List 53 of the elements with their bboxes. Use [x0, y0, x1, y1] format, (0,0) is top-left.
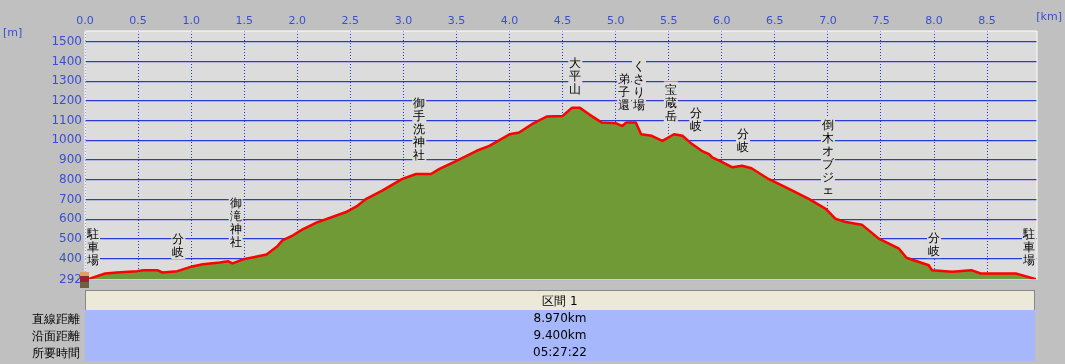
annotation: 分岐	[172, 232, 185, 260]
annotation: 宝蔵岳	[664, 82, 677, 123]
y-tick-label: 1500	[51, 33, 82, 48]
text: 8.970km	[85, 310, 1035, 327]
text: 沿面距離	[31, 328, 80, 345]
y-tick-label: 700	[59, 191, 82, 206]
text: 区間 1	[85, 290, 1035, 312]
annotation: 倒木オブジェ	[821, 118, 835, 198]
annotation: 駐車場	[1022, 226, 1035, 267]
x-tick-label: 2.0	[288, 14, 307, 28]
text: 9.400km	[85, 327, 1035, 344]
x-tick-label: 5.0	[606, 14, 625, 28]
x-tick-label: 1.5	[235, 14, 253, 28]
annotation: 大平山	[569, 55, 582, 96]
annotation: 御滝神社	[229, 196, 242, 250]
y-tick-label: 1200	[51, 93, 82, 108]
y-tick-label: 1300	[51, 73, 82, 88]
x-tick-label: 0.0	[76, 14, 94, 28]
y-axis-title: [m]	[3, 26, 23, 40]
x-axis-title: [km]	[1036, 9, 1062, 23]
y-tick-label: 900	[59, 152, 82, 167]
annotation: 駐車場	[86, 226, 99, 267]
x-tick-label: 0.5	[129, 14, 147, 28]
x-tick-label: 8.5	[978, 14, 996, 28]
annotation: 分岐	[690, 106, 703, 134]
x-tick-label: 3.0	[394, 14, 413, 28]
x-tick-label: 7.5	[872, 14, 890, 28]
x-tick-label: 2.5	[341, 14, 360, 28]
text: 直線距離	[31, 311, 80, 328]
x-tick-label: 3.5	[447, 14, 466, 28]
annotation: 分岐	[737, 126, 750, 154]
y-tick-label: 500	[59, 230, 82, 245]
annotation: くさり場	[632, 58, 646, 112]
x-tick-label: 6.0	[713, 14, 731, 28]
y-tick-label: 400	[59, 250, 82, 265]
annotation: 御手洗神社	[413, 96, 426, 163]
x-tick-label: 5.5	[659, 14, 678, 28]
y-tick-label: 1100	[51, 112, 82, 127]
annotation: 分岐	[928, 231, 941, 259]
y-tick-label: 800	[59, 171, 82, 186]
x-tick-label: 6.5	[766, 14, 784, 28]
text: 05:27:22	[85, 344, 1035, 361]
text: 所要時間	[31, 345, 80, 362]
annotation: 弟子還	[618, 71, 631, 112]
y-tick-label: 292	[59, 271, 82, 286]
y-tick-label: 1000	[51, 132, 82, 147]
y-tick-label: 600	[59, 211, 82, 226]
x-tick-label: 1.0	[182, 14, 200, 28]
x-tick-label: 4.5	[553, 14, 572, 28]
x-tick-label: 8.0	[925, 14, 943, 28]
x-tick-label: 4.0	[500, 14, 519, 28]
x-tick-label: 7.0	[819, 14, 837, 28]
y-tick-label: 1400	[51, 53, 82, 68]
